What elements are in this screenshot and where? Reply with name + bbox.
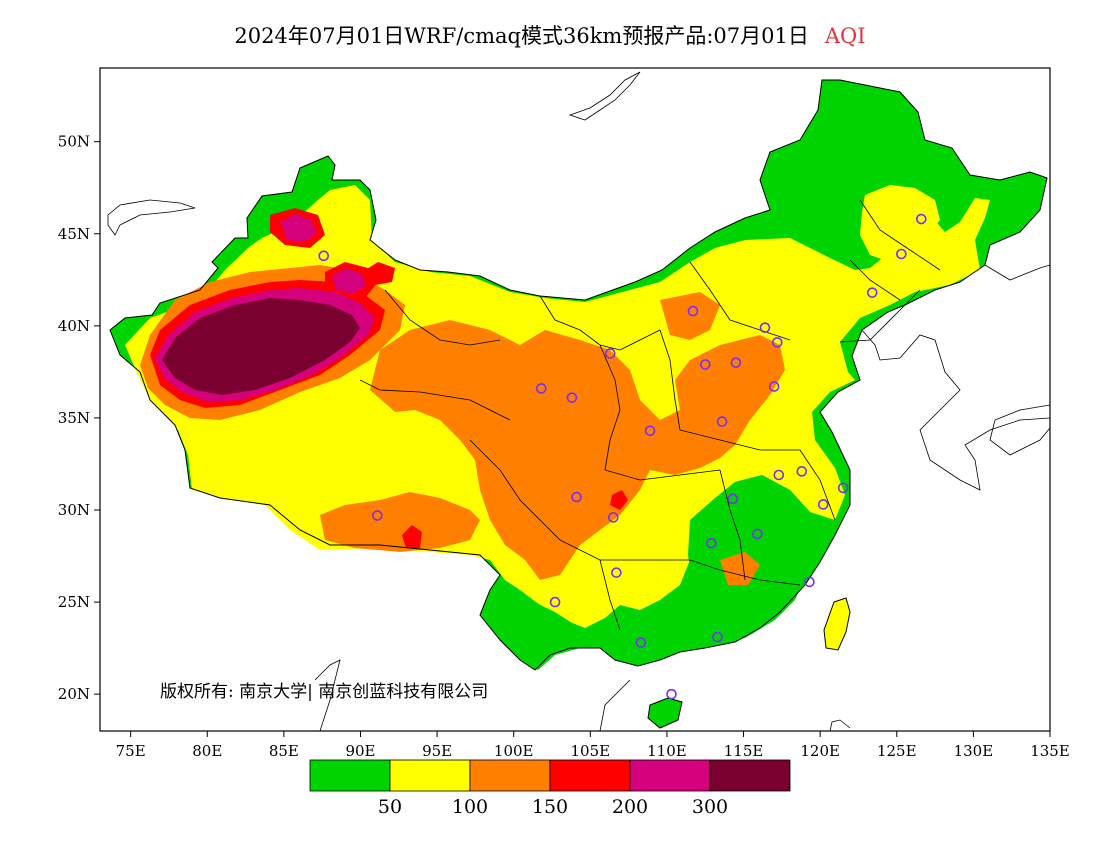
lon-tick-label: 75E: [116, 742, 146, 760]
map-frame: [99, 67, 1051, 732]
aqi-zone-orange-tibet: [320, 492, 480, 552]
aqi-zone-green-hainan: [648, 698, 682, 728]
lat-tick-label: 40N: [58, 317, 90, 335]
station-marker: [666, 688, 677, 700]
legend-swatch: [309, 759, 391, 792]
lon-tick-label: 125E: [877, 742, 917, 760]
title-text: 2024年07月01日WRF/cmaq模式36km预报产品:07月01日: [234, 24, 809, 48]
lon-tick-label: 120E: [800, 742, 840, 760]
aqi-zone-yellow-ne: [860, 185, 940, 262]
lat-tick-label: 45N: [58, 225, 90, 243]
lat-tick-label: 25N: [58, 593, 90, 611]
taiwan-outline: [823, 597, 851, 651]
lon-tick-label: 90E: [345, 742, 375, 760]
station-marker: [712, 631, 723, 643]
lon-tick-label: 95E: [422, 742, 452, 760]
station-marker: [804, 576, 815, 588]
pollutant-label: AQI: [824, 24, 866, 48]
legend-threshold-label: 200: [612, 796, 648, 818]
station-marker: [706, 537, 717, 549]
legend-swatch: [469, 759, 551, 792]
lon-tick-label: 115E: [724, 742, 764, 760]
lat-tick-label: 50N: [58, 133, 90, 151]
station-marker: [372, 510, 383, 521]
legend-threshold-label: 50: [378, 796, 402, 818]
lon-tick-label: 130E: [954, 742, 994, 760]
station-marker: [644, 425, 656, 437]
lat-tick-label: 35N: [58, 409, 90, 427]
china-outline: [109, 79, 1048, 671]
longitude-axis: 75E 80E 85E 90E 95E 100E 105E 110E 115E 120E 125E 1…: [116, 731, 1070, 760]
station-marker: [837, 482, 849, 494]
station-marker: [566, 392, 578, 403]
map-area: [107, 71, 1050, 731]
copyright-text: 版权所有: 南京大学| 南京创蓝科技有限公司: [160, 682, 488, 702]
station-marker: [635, 637, 647, 648]
aqi-zone-orange-south: [720, 552, 760, 585]
map-title: 2024年07月01日WRF/cmaq模式36km预报产品:07月01日 AQI: [0, 20, 1100, 50]
station-marker: [318, 250, 330, 262]
station-marker: [549, 596, 561, 608]
legend-threshold-label: 100: [452, 796, 488, 818]
aqi-zone-purple-north2: [332, 268, 366, 294]
lon-tick-label: 110E: [647, 742, 687, 760]
station-marker: [604, 348, 616, 359]
station-marker: [817, 499, 829, 510]
aqi-zone-green-south: [618, 475, 815, 665]
aqi-zone-green-southwest: [482, 585, 600, 670]
station-markers: [318, 213, 927, 700]
legend-swatch: [549, 759, 631, 792]
province-boundaries: [359, 199, 941, 631]
lat-tick-label: 30N: [58, 501, 90, 519]
legend-swatch: [709, 759, 791, 792]
station-marker: [608, 512, 619, 523]
station-marker: [699, 359, 711, 370]
aqi-zone-purple-north1: [280, 214, 316, 242]
lon-tick-label: 135E: [1030, 742, 1070, 760]
station-marker: [796, 466, 808, 477]
lon-tick-label: 100E: [494, 742, 534, 760]
station-marker: [773, 469, 785, 481]
legend-threshold-label: 300: [692, 796, 728, 818]
lat-tick-label: 20N: [58, 685, 90, 703]
aqi-zone-orange-north: [660, 292, 720, 340]
aqi-legend: 50 100 150 200 300: [309, 759, 791, 818]
legend-swatch: [389, 759, 471, 792]
aqi-zone-red-tibet: [402, 525, 422, 548]
station-marker: [571, 491, 582, 503]
legend-threshold-label: 150: [532, 796, 568, 818]
station-marker: [611, 567, 622, 578]
station-marker: [716, 416, 728, 427]
station-marker: [535, 383, 547, 394]
station-marker: [771, 337, 783, 348]
station-marker: [915, 213, 927, 225]
aqi-zone-red-north3: [362, 262, 395, 285]
aqi-zone-yellow-taiwan: [824, 598, 850, 650]
aqi-zone-maroon-tarim: [162, 298, 360, 395]
station-marker: [896, 248, 907, 260]
legend-swatch: [629, 759, 711, 792]
lon-tick-label: 105E: [571, 742, 611, 760]
aqi-zone-red-sichuan: [610, 490, 628, 510]
latitude-axis: 20N 25N 30N 35N 40N 45N 50N: [58, 133, 100, 703]
station-marker: [768, 381, 780, 392]
station-marker: [752, 528, 763, 540]
lon-tick-label: 80E: [192, 742, 222, 760]
station-marker: [727, 493, 739, 505]
neighbor-coastlines: [107, 71, 1050, 731]
aqi-zone-orange-central: [370, 320, 785, 580]
lon-tick-label: 85E: [269, 742, 299, 760]
station-marker: [730, 357, 742, 368]
station-marker: [866, 287, 878, 298]
station-marker: [687, 305, 699, 317]
station-marker: [759, 322, 771, 333]
